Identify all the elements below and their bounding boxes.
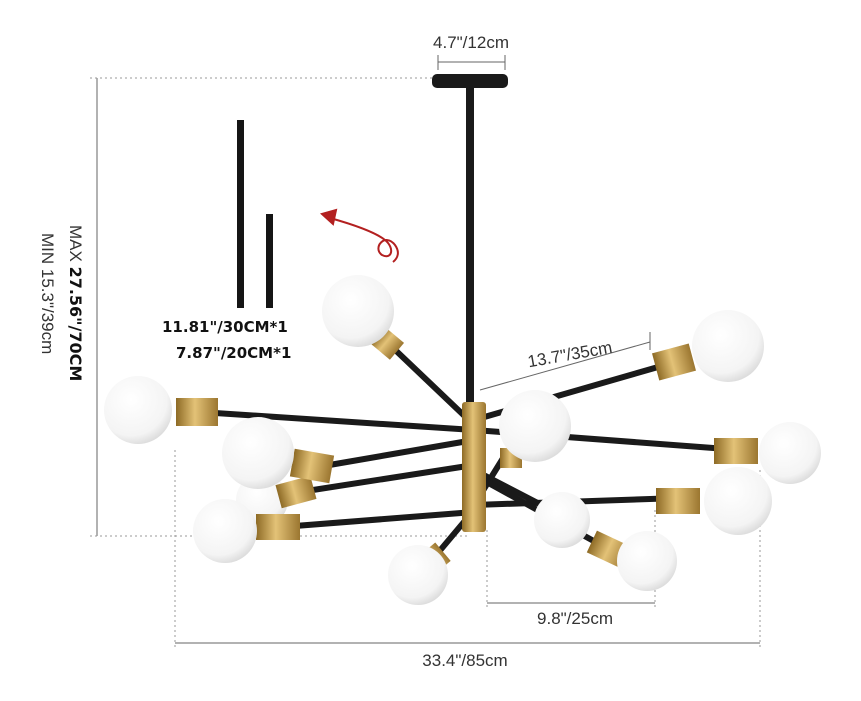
light-bulb	[652, 310, 764, 382]
light-bulb	[586, 530, 677, 591]
rod-long	[237, 120, 244, 308]
brass-center-column	[462, 402, 486, 532]
light-bulb	[656, 467, 772, 535]
light-bulb	[534, 492, 590, 548]
light-bulb	[104, 376, 218, 444]
total-width-label: 33.4"/85cm	[422, 651, 507, 670]
red-arrow-icon	[319, 208, 399, 263]
light-bulb	[388, 542, 451, 605]
rod-short	[266, 214, 273, 308]
min-height-label: MIN 15.3"/39cm	[38, 233, 57, 354]
rod-short-label: 7.87"/20CM*1	[176, 344, 291, 362]
extension-rods	[237, 120, 273, 308]
arm-length-label: 13.7"/35cm	[526, 338, 613, 372]
light-bulb	[322, 275, 405, 360]
inner-span-label: 9.8"/25cm	[537, 609, 613, 628]
canopy-width-label: 4.7"/12cm	[433, 33, 509, 52]
rod-long-label: 11.81"/30CM*1	[162, 318, 288, 336]
canopy	[432, 74, 508, 406]
light-bulb	[222, 417, 335, 489]
light-bulb	[714, 422, 821, 484]
max-height-label: MAX 27.56"/70CM	[66, 225, 85, 381]
light-bulb	[499, 390, 571, 468]
bulbs	[104, 275, 821, 605]
light-bulb	[193, 499, 300, 563]
